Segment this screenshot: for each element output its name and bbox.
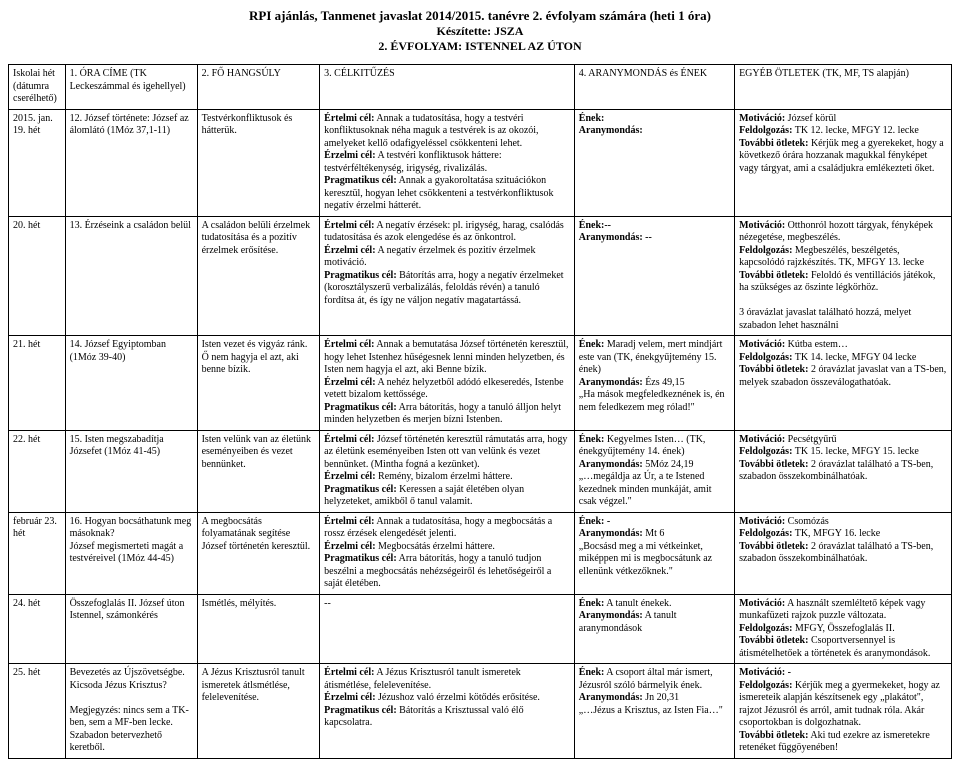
table-cell: Motiváció: Kútba estem…Feldolgozás: TK 1… <box>735 336 952 431</box>
table-cell: 25. hét <box>9 664 66 759</box>
table-cell: Motiváció: A használt szemléltető képek … <box>735 594 952 664</box>
table-cell: Ének: Kegyelmes Isten… (TK, énekgyűjtemé… <box>574 430 734 512</box>
table-body: 2015. jan. 19. hét12. József története: … <box>9 109 952 758</box>
table-cell: február 23. hét <box>9 512 66 594</box>
table-row: 22. hét15. Isten megszabadítja Józsefet … <box>9 430 952 512</box>
col-header-title: 1. ÓRA CÍME (TK Leckeszámmal és igehelly… <box>65 65 197 110</box>
table-cell: Ének:Aranymondás: <box>574 109 734 216</box>
table-cell: Értelmi cél: A Jézus Krisztusról tanult … <box>320 664 575 759</box>
table-cell: Ének: A csoport által már ismert, Jézusr… <box>574 664 734 759</box>
table-cell: Bevezetés az Újszövetségbe. Kicsoda Jézu… <box>65 664 197 759</box>
col-header-emphasis: 2. FŐ HANGSÚLY <box>197 65 320 110</box>
table-cell: Összefoglalás II. József úton Istennel, … <box>65 594 197 664</box>
table-cell: Ének: -Aranymondás: Mt 6„Bocsásd meg a m… <box>574 512 734 594</box>
table-cell: 14. József Egyiptomban (1Móz 39-40) <box>65 336 197 431</box>
header-title: RPI ajánlás, Tanmenet javaslat 2014/2015… <box>8 8 952 24</box>
table-cell: Motiváció: Otthonról hozott tárgyak, fén… <box>735 216 952 336</box>
table-cell: Értelmi cél: A negatív érzések: pl. irig… <box>320 216 575 336</box>
table-row: február 23. hét16. Hogyan bocsáthatunk m… <box>9 512 952 594</box>
table-cell: 15. Isten megszabadítja Józsefet (1Móz 4… <box>65 430 197 512</box>
table-cell: -- <box>320 594 575 664</box>
table-row: 21. hét14. József Egyiptomban (1Móz 39-4… <box>9 336 952 431</box>
table-cell: Ének:--Aranymondás: -- <box>574 216 734 336</box>
table-cell: Értelmi cél: József történetén keresztül… <box>320 430 575 512</box>
table-cell: Motiváció: József körülFeldolgozás: TK 1… <box>735 109 952 216</box>
table-cell: 22. hét <box>9 430 66 512</box>
table-cell: Ének: A tanult énekek.Aranymondás: A tan… <box>574 594 734 664</box>
header-author: Készítette: JSZA <box>8 24 952 39</box>
table-cell: Motiváció: PecsétgyűrűFeldolgozás: TK 15… <box>735 430 952 512</box>
header-subtitle: 2. ÉVFOLYAM: ISTENNEL AZ ÚTON <box>8 39 952 54</box>
table-cell: Motiváció: CsomózásFeldolgozás: TK, MFGY… <box>735 512 952 594</box>
table-cell: Ismétlés, mélyítés. <box>197 594 320 664</box>
table-cell: 24. hét <box>9 594 66 664</box>
table-cell: Testvérkonfliktusok és hátterük. <box>197 109 320 216</box>
table-row: 2015. jan. 19. hét12. József története: … <box>9 109 952 216</box>
table-cell: Isten velünk van az életünk eseményeiben… <box>197 430 320 512</box>
table-cell: 12. József története: József az álomlátó… <box>65 109 197 216</box>
col-header-goal: 3. CÉLKITŰZÉS <box>320 65 575 110</box>
table-cell: Isten vezet és vigyáz ránk. Ő nem hagyja… <box>197 336 320 431</box>
table-cell: 13. Érzéseink a családon belül <box>65 216 197 336</box>
table-row: 25. hétBevezetés az Újszövetségbe. Kicso… <box>9 664 952 759</box>
table-cell: Értelmi cél: Annak a tudatosítása, hogy … <box>320 512 575 594</box>
table-row: 24. hétÖsszefoglalás II. József úton Ist… <box>9 594 952 664</box>
table-cell: 2015. jan. 19. hét <box>9 109 66 216</box>
table-cell: Motiváció: -Feldolgozás: Kérjük meg a gy… <box>735 664 952 759</box>
table-cell: Értelmi cél: Annak a tudatosítása, hogy … <box>320 109 575 216</box>
table-cell: A családon belüli érzelmek tudatosítása … <box>197 216 320 336</box>
table-cell: 21. hét <box>9 336 66 431</box>
curriculum-table: Iskolai hét (dátumra cserélhető) 1. ÓRA … <box>8 64 952 759</box>
page-header: RPI ajánlás, Tanmenet javaslat 2014/2015… <box>8 8 952 54</box>
col-header-ideas: EGYÉB ÖTLETEK (TK, MF, TS alapján) <box>735 65 952 110</box>
table-cell: 20. hét <box>9 216 66 336</box>
table-row: 20. hét13. Érzéseink a családon belülA c… <box>9 216 952 336</box>
table-cell: Értelmi cél: Annak a bemutatása József t… <box>320 336 575 431</box>
table-header-row: Iskolai hét (dátumra cserélhető) 1. ÓRA … <box>9 65 952 110</box>
col-header-saying: 4. ARANYMONDÁS és ÉNEK <box>574 65 734 110</box>
col-header-week: Iskolai hét (dátumra cserélhető) <box>9 65 66 110</box>
table-cell: A Jézus Krisztusról tanult ismeretek átl… <box>197 664 320 759</box>
table-cell: A megbocsátás folyamatának segítése Józs… <box>197 512 320 594</box>
table-cell: 16. Hogyan bocsáthatunk meg másoknak?Józ… <box>65 512 197 594</box>
table-cell: Ének: Maradj velem, mert mindjárt este v… <box>574 336 734 431</box>
